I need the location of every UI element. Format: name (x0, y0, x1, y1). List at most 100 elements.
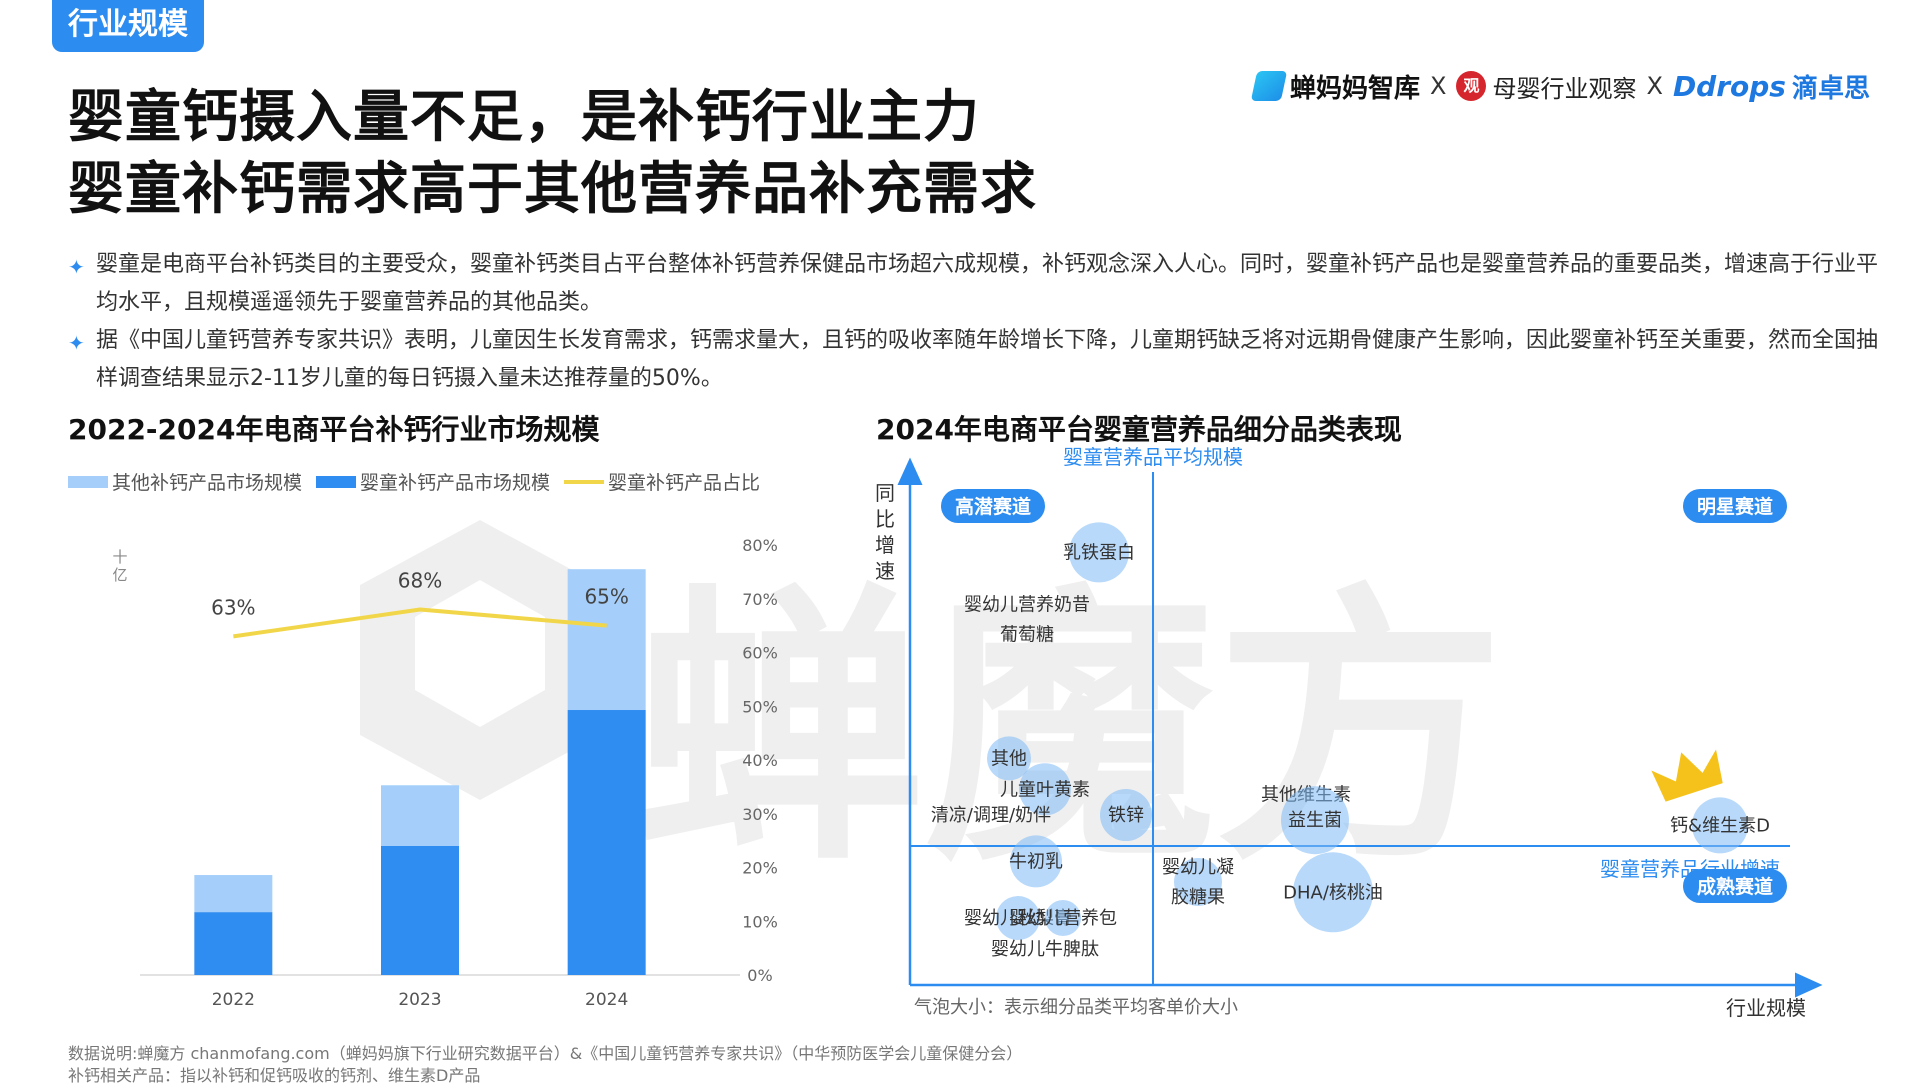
x-reference-label: 婴童营养品平均规模 (1063, 445, 1243, 469)
quadrant-pill-label: 明星赛道 (1697, 495, 1773, 518)
legend-item-infant: 婴童补钙产品市场规模 (316, 468, 550, 495)
bubble-label: 婴幼儿凝 (1162, 857, 1234, 878)
y-axis-label: 速 (875, 559, 895, 583)
bubble-point (987, 736, 1031, 781)
y2-tick-label: 0% (747, 966, 772, 985)
bar-infant-calcium (567, 710, 646, 975)
bubble-point (1045, 900, 1081, 937)
legend-swatch-infant (316, 475, 357, 488)
bubble-label: 胶糖果 (1171, 887, 1225, 908)
share-data-label: 68% (398, 569, 442, 593)
section-tag: 行业规模 (52, 0, 204, 52)
bubble-size-note: 气泡大小：表示细分品类平均客单价大小 (914, 997, 1238, 1018)
bubble-point (1281, 786, 1349, 855)
bubble-point (1100, 789, 1152, 842)
bubble-label: 铁锌 (1108, 805, 1144, 826)
quadrant-pill (1683, 869, 1787, 903)
chanmama-logo: 蝉妈妈智库 (1250, 68, 1421, 105)
bubble-label: 儿童叶黄素 (1000, 779, 1090, 800)
bubble-label: 婴幼儿营养包 (1009, 908, 1117, 929)
muying-logo: 观 母婴行业观察 (1456, 69, 1636, 104)
x-axis-label: 行业规模 (1726, 996, 1806, 1020)
y2-tick-label: 30% (742, 805, 778, 824)
share-data-label: 65% (584, 585, 628, 609)
legend-swatch-other (68, 475, 108, 488)
bubble-point (1293, 852, 1373, 933)
bubble-point (1019, 763, 1071, 816)
y-axis-label: 比 (875, 507, 895, 531)
y-axis-unit-label: 亿 (112, 566, 127, 584)
legend-item-share: 婴童补钙产品占比 (564, 468, 760, 495)
x-tick-label: 2023 (398, 990, 441, 1010)
legend-swatch-share (564, 479, 605, 484)
y-axis-label: 同 (875, 481, 895, 505)
y2-tick-label: 70% (742, 590, 778, 609)
y-axis-label: 增 (875, 533, 895, 557)
bubble-label: 益生菌 (1288, 810, 1342, 831)
bubble-label: 清凉/调理/奶伴 (931, 805, 1051, 826)
footnote-source: 数据说明:蝉魔方 chanmofang.com（蝉妈妈旗下行业研究数据平台）&《… (68, 1044, 1023, 1063)
logo-separator: X (1646, 72, 1663, 100)
y2-tick-label: 10% (742, 912, 778, 931)
bubble-label: 乳铁蛋白 (1063, 542, 1135, 563)
crown-icon (1651, 749, 1723, 802)
bubble-label: 葡萄糖 (1000, 624, 1054, 645)
bar-infant-calcium (381, 846, 459, 975)
bubble-chart: 婴童营养品平均规模婴童营养品行业增速同比增速行业规模气泡大小：表示细分品类平均客… (875, 445, 1823, 1020)
quadrant-pill (941, 489, 1045, 523)
share-line (233, 607, 607, 639)
bar-other-calcium (567, 569, 646, 711)
bubble-label: DHA/核桃油 (1283, 882, 1383, 903)
summary-bullets: ✦ 婴童是电商平台补钙类目的主要受众，婴童补钙类目占平台整体补钙营养保健品市场超… (68, 246, 1898, 398)
bullet-text: 婴童是电商平台补钙类目的主要受众，婴童补钙类目占平台整体补钙营养保健品市场超六成… (96, 252, 1879, 315)
quadrant-pill (1683, 489, 1787, 523)
legend-item-other: 其他补钙产品市场规模 (68, 468, 302, 495)
bubble-point (1174, 858, 1222, 906)
y2-tick-label: 40% (742, 751, 778, 770)
y2-tick-label: 20% (742, 859, 778, 878)
ddrops-logo-text-cn: 滴卓思 (1791, 73, 1870, 104)
page-title-line1: 婴童钙摄入量不足，是补钙行业主力 (68, 85, 980, 150)
footnote-definition: 补钙相关产品：指以补钙和促钙吸收的钙剂、维生素D产品 (68, 1066, 481, 1085)
muying-logo-text: 母婴行业观察 (1492, 74, 1637, 103)
partner-logos: 蝉妈妈智库 X 观 母婴行业观察 X Ddrops 滴卓思 (1250, 64, 1870, 108)
share-data-label: 63% (211, 595, 255, 619)
bubble-label: 牛初乳 (1009, 851, 1063, 872)
bullet-item: ✦ 婴童是电商平台补钙类目的主要受众，婴童补钙类目占平台整体补钙营养保健品市场超… (68, 246, 1898, 322)
quadrant-pill-label: 高潜赛道 (955, 495, 1031, 518)
legend-label-infant: 婴童补钙产品市场规模 (360, 472, 551, 494)
muying-logo-icon: 观 (1456, 71, 1487, 101)
y2-tick-label: 50% (742, 697, 778, 716)
legend-label-other: 其他补钙产品市场规模 (112, 472, 303, 494)
bubble-label: 婴幼儿牛脾肽 (991, 939, 1099, 960)
quadrant-pill-label: 成熟赛道 (1697, 875, 1773, 898)
ddrops-logo-text-en: Ddrops (1672, 69, 1786, 103)
bar-chart: 十亿 0% 10% 20% 30% 40% 50% 60% 70% 80% 2022 2023 2024… (112, 536, 777, 1010)
bubble-label: 钙&维生素D (1670, 815, 1770, 836)
bullet-item: ✦ 据《中国儿童钙营养专家共识》表明，儿童因生长发育需求，钙需求量大，且钙的吸收… (68, 322, 1898, 398)
page-title-line2: 婴童补钙需求高于其他营养品补充需求 (68, 157, 1037, 222)
y2-tick-label: 60% (742, 644, 778, 663)
bubble-label: 其他 (991, 748, 1027, 769)
ddrops-logo: Ddrops 滴卓思 (1673, 68, 1870, 105)
bar-other-calcium (381, 785, 459, 846)
bullet-text: 据《中国儿童钙营养专家共识》表明，儿童因生长发育需求，钙需求量大，且钙的吸收率随… (96, 328, 1879, 391)
chanmama-logo-text: 蝉妈妈智库 (1290, 73, 1421, 104)
bubble-label: 婴幼儿秋梨膏 (964, 907, 1072, 929)
y-axis-unit-label: 十 (112, 548, 127, 566)
bubble-point (996, 896, 1040, 941)
x-tick-label: 2022 (212, 990, 255, 1010)
logo-separator: X (1430, 72, 1447, 100)
bubble-chart-title: 2024年电商平台婴童营养品细分品类表现 (876, 413, 1402, 446)
bar-chart-legend: 其他补钙产品市场规模 婴童补钙产品市场规模 婴童补钙产品占比 (68, 468, 760, 495)
bubble-point (1010, 835, 1062, 888)
y2-tick-label: 80% (742, 536, 778, 555)
x-tick-label: 2024 (585, 990, 628, 1010)
bar-infant-calcium (194, 912, 273, 975)
bubble-point (1692, 797, 1748, 854)
bubble-point (1069, 522, 1129, 583)
bar-chart-title: 2022-2024年电商平台补钙行业市场规模 (68, 413, 600, 446)
bubble-label: 婴幼儿营养奶昔 (964, 594, 1090, 615)
bar-other-calcium (194, 875, 273, 913)
